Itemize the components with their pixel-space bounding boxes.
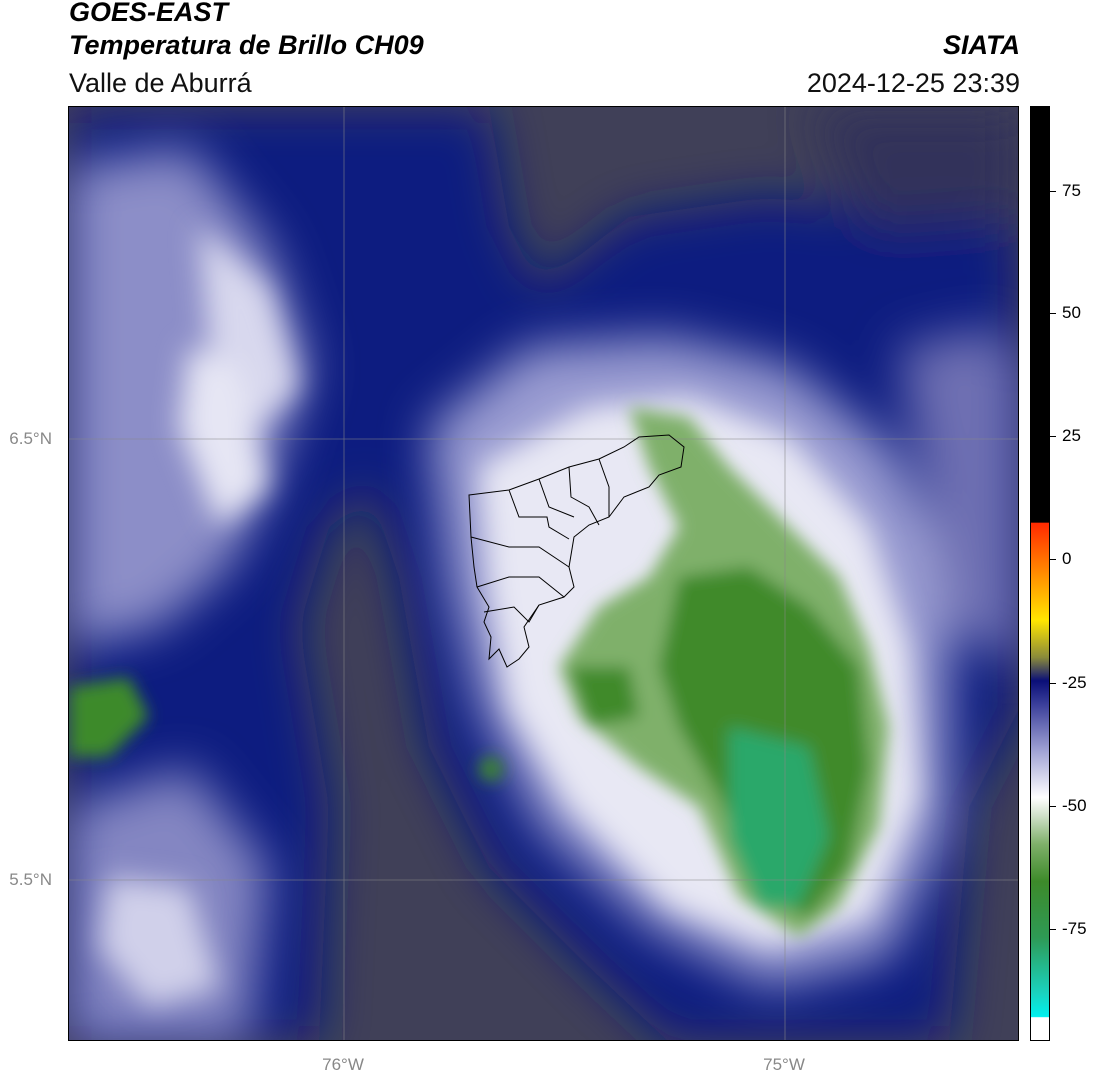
- colorbar-tick: [1050, 191, 1056, 192]
- colorbar-tick: [1050, 929, 1056, 930]
- lon-label-76w: 76°W: [322, 1055, 364, 1074]
- timestamp-label: 2024-12-25 23:39: [806, 68, 1020, 98]
- lat-label-6-5n: 6.5°N: [9, 429, 52, 448]
- colorbar-tick: [1050, 806, 1056, 807]
- product-title: Temperatura de Brillo CH09: [69, 30, 424, 60]
- colorbar-label-50: 50: [1062, 303, 1081, 322]
- colorbar-tick: [1050, 436, 1056, 437]
- colorbar-label-minus-75: -75: [1062, 919, 1087, 938]
- colorbar-label-minus-50: -50: [1062, 796, 1087, 815]
- colorbar-label-75: 75: [1062, 181, 1081, 200]
- colorbar-label-minus-25: -25: [1062, 673, 1087, 692]
- temperature-colorbar: [1030, 106, 1050, 1041]
- lat-label-5-5n: 5.5°N: [9, 870, 52, 889]
- satellite-title: GOES-EAST: [69, 0, 229, 27]
- colorbar-tick: [1050, 559, 1056, 560]
- region-label: Valle de Aburrá: [69, 68, 252, 98]
- lon-label-75w: 75°W: [763, 1055, 805, 1074]
- brightness-temperature-map: [68, 106, 1019, 1041]
- colorbar-tick: [1050, 313, 1056, 314]
- map-gridlines: [69, 107, 1018, 1040]
- colorbar-label-25: 25: [1062, 426, 1081, 445]
- municipal-boundaries: [468, 434, 685, 668]
- colorbar-label-0: 0: [1062, 549, 1072, 568]
- cold-cloud-tops: [69, 407, 889, 937]
- map-svg: [69, 107, 1018, 1040]
- agency-label: SIATA: [943, 30, 1020, 60]
- colorbar-tick: [1050, 683, 1056, 684]
